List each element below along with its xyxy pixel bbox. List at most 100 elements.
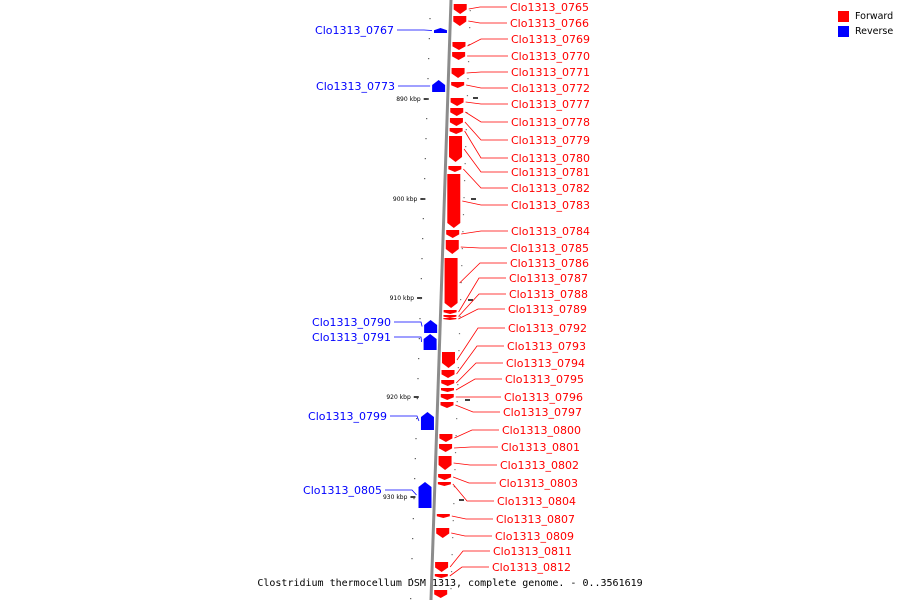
forward-gene-arrow[interactable]	[451, 68, 465, 78]
feature-dot	[452, 537, 454, 539]
gene-label-reverse[interactable]: Clo1313_0805	[303, 484, 382, 497]
forward-gene-arrow[interactable]	[436, 528, 450, 538]
forward-gene-arrow[interactable]	[442, 352, 455, 368]
feature-dot	[464, 163, 466, 165]
forward-gene-arrow[interactable]	[453, 16, 467, 26]
gene-label-forward[interactable]: Clo1313_0786	[510, 257, 589, 270]
forward-gene-arrow[interactable]	[439, 434, 453, 442]
gene-label-forward[interactable]: Clo1313_0769	[511, 33, 590, 46]
gene-label-forward[interactable]: Clo1313_0804	[497, 495, 576, 508]
gene-label-forward[interactable]: Clo1313_0765	[510, 1, 589, 14]
forward-gene-arrow[interactable]	[447, 174, 461, 228]
forward-gene-arrow[interactable]	[443, 310, 457, 314]
label-connector	[394, 336, 422, 343]
gene-label-forward[interactable]: Clo1313_0800	[502, 424, 581, 437]
gene-label-forward[interactable]: Clo1313_0797	[503, 406, 582, 419]
gene-label-forward[interactable]: Clo1313_0771	[511, 66, 590, 79]
gene-label-reverse[interactable]: Clo1313_0790	[312, 316, 391, 329]
gene-label-forward[interactable]: Clo1313_0772	[511, 82, 590, 95]
reverse-gene-arrow[interactable]	[432, 80, 446, 92]
forward-gene-arrow[interactable]	[437, 482, 451, 486]
gene-label-forward[interactable]: Clo1313_0780	[511, 152, 590, 165]
label-connector	[449, 550, 490, 568]
gene-label-reverse[interactable]: Clo1313_0773	[316, 80, 395, 93]
reverse-gene-arrow[interactable]	[418, 482, 432, 508]
forward-gene-arrow[interactable]	[452, 52, 466, 60]
label-connector	[394, 321, 423, 327]
forward-gene-arrow[interactable]	[449, 118, 463, 126]
gene-label-forward[interactable]: Clo1313_0781	[511, 166, 590, 179]
gene-label-forward[interactable]: Clo1313_0802	[500, 459, 579, 472]
forward-gene-arrow[interactable]	[444, 258, 458, 308]
forward-gene-arrow[interactable]	[449, 136, 463, 162]
label-connector	[452, 483, 494, 502]
reverse-gene-arrow[interactable]	[424, 320, 438, 333]
gene-label-forward[interactable]: Clo1313_0777	[511, 98, 590, 111]
forward-gene-arrow[interactable]	[445, 240, 459, 254]
forward-gene-arrow[interactable]	[443, 318, 457, 320]
forward-gene-arrow[interactable]	[446, 230, 460, 238]
gene-label-forward[interactable]: Clo1313_0792	[508, 322, 587, 335]
feature-dot	[457, 384, 459, 386]
forward-gene-arrow[interactable]	[440, 394, 454, 400]
forward-gene-arrow[interactable]	[436, 514, 450, 518]
label-connector	[449, 566, 489, 577]
forward-gene-arrow[interactable]	[453, 4, 467, 14]
gene-label-forward[interactable]: Clo1313_0785	[510, 242, 589, 255]
forward-gene-arrow[interactable]	[441, 380, 455, 386]
gene-label-forward[interactable]: Clo1313_0788	[509, 288, 588, 301]
reverse-gene-arrow[interactable]	[423, 334, 437, 350]
gene-label-forward[interactable]: Clo1313_0811	[493, 545, 572, 558]
forward-gene-arrow[interactable]	[450, 108, 464, 116]
forward-gene-arrow[interactable]	[451, 82, 465, 88]
forward-gene-arrow[interactable]	[434, 574, 448, 578]
gene-label-forward[interactable]: Clo1313_0784	[511, 225, 590, 238]
gene-label-forward[interactable]: Clo1313_0789	[508, 303, 587, 316]
gene-label-forward[interactable]: Clo1313_0807	[496, 513, 575, 526]
reverse-gene-arrow[interactable]	[433, 28, 447, 33]
reverse-gene-arrow[interactable]	[420, 412, 434, 430]
gene-label-forward[interactable]: Clo1313_0794	[506, 357, 585, 370]
gene-label-reverse[interactable]: Clo1313_0799	[308, 410, 387, 423]
feature-dot	[453, 503, 455, 505]
forward-gene-arrow[interactable]	[448, 166, 462, 172]
forward-gene-arrow[interactable]	[443, 315, 457, 318]
forward-gene-arrow[interactable]	[439, 444, 453, 452]
forward-gene-arrow[interactable]	[450, 98, 464, 106]
forward-gene-arrow[interactable]	[452, 42, 466, 50]
gene-label-forward[interactable]: Clo1313_0782	[511, 182, 590, 195]
forward-gene-arrow[interactable]	[438, 456, 452, 470]
label-connector	[463, 168, 508, 189]
gene-label-forward[interactable]: Clo1313_0778	[511, 116, 590, 129]
label-connector	[455, 404, 500, 413]
gene-label-forward[interactable]: Clo1313_0770	[511, 50, 590, 63]
gene-label-forward[interactable]: Clo1313_0783	[511, 199, 590, 212]
forward-gene-arrow[interactable]	[438, 474, 452, 480]
gene-label-forward[interactable]: Clo1313_0795	[505, 373, 584, 386]
gene-label-forward[interactable]: Clo1313_0809	[495, 530, 574, 543]
gene-label-reverse[interactable]: Clo1313_0767	[315, 24, 394, 37]
gene-label-forward[interactable]: Clo1313_0787	[509, 272, 588, 285]
forward-gene-arrow[interactable]	[434, 590, 448, 598]
gene-label-forward[interactable]: Clo1313_0796	[504, 391, 583, 404]
label-connector	[458, 293, 506, 317]
minor-tick	[411, 558, 413, 560]
gene-label-reverse[interactable]: Clo1313_0791	[312, 331, 391, 344]
legend: Forward Reverse	[838, 9, 893, 39]
gene-label-forward[interactable]: Clo1313_0793	[507, 340, 586, 353]
minor-tick	[428, 38, 430, 40]
gene-label-forward[interactable]: Clo1313_0812	[492, 561, 571, 574]
forward-gene-arrow[interactable]	[440, 402, 454, 408]
gene-label-forward[interactable]: Clo1313_0803	[499, 477, 578, 490]
feature-dot	[452, 520, 454, 522]
gene-label-forward[interactable]: Clo1313_0766	[510, 17, 589, 30]
gene-label-forward[interactable]: Clo1313_0801	[501, 441, 580, 454]
forward-gene-arrow[interactable]	[449, 128, 463, 134]
forward-gene-arrow[interactable]	[435, 562, 449, 572]
forward-gene-arrow[interactable]	[441, 370, 455, 378]
gene-label-forward[interactable]: Clo1313_0779	[511, 134, 590, 147]
scale-ticks: 890 kbp 900 kbp 910 kbp 920 kbp 930 kbp	[383, 18, 478, 600]
feature-dot	[469, 10, 471, 12]
forward-gene-arrow[interactable]	[441, 388, 454, 392]
feature-dot	[451, 554, 453, 556]
